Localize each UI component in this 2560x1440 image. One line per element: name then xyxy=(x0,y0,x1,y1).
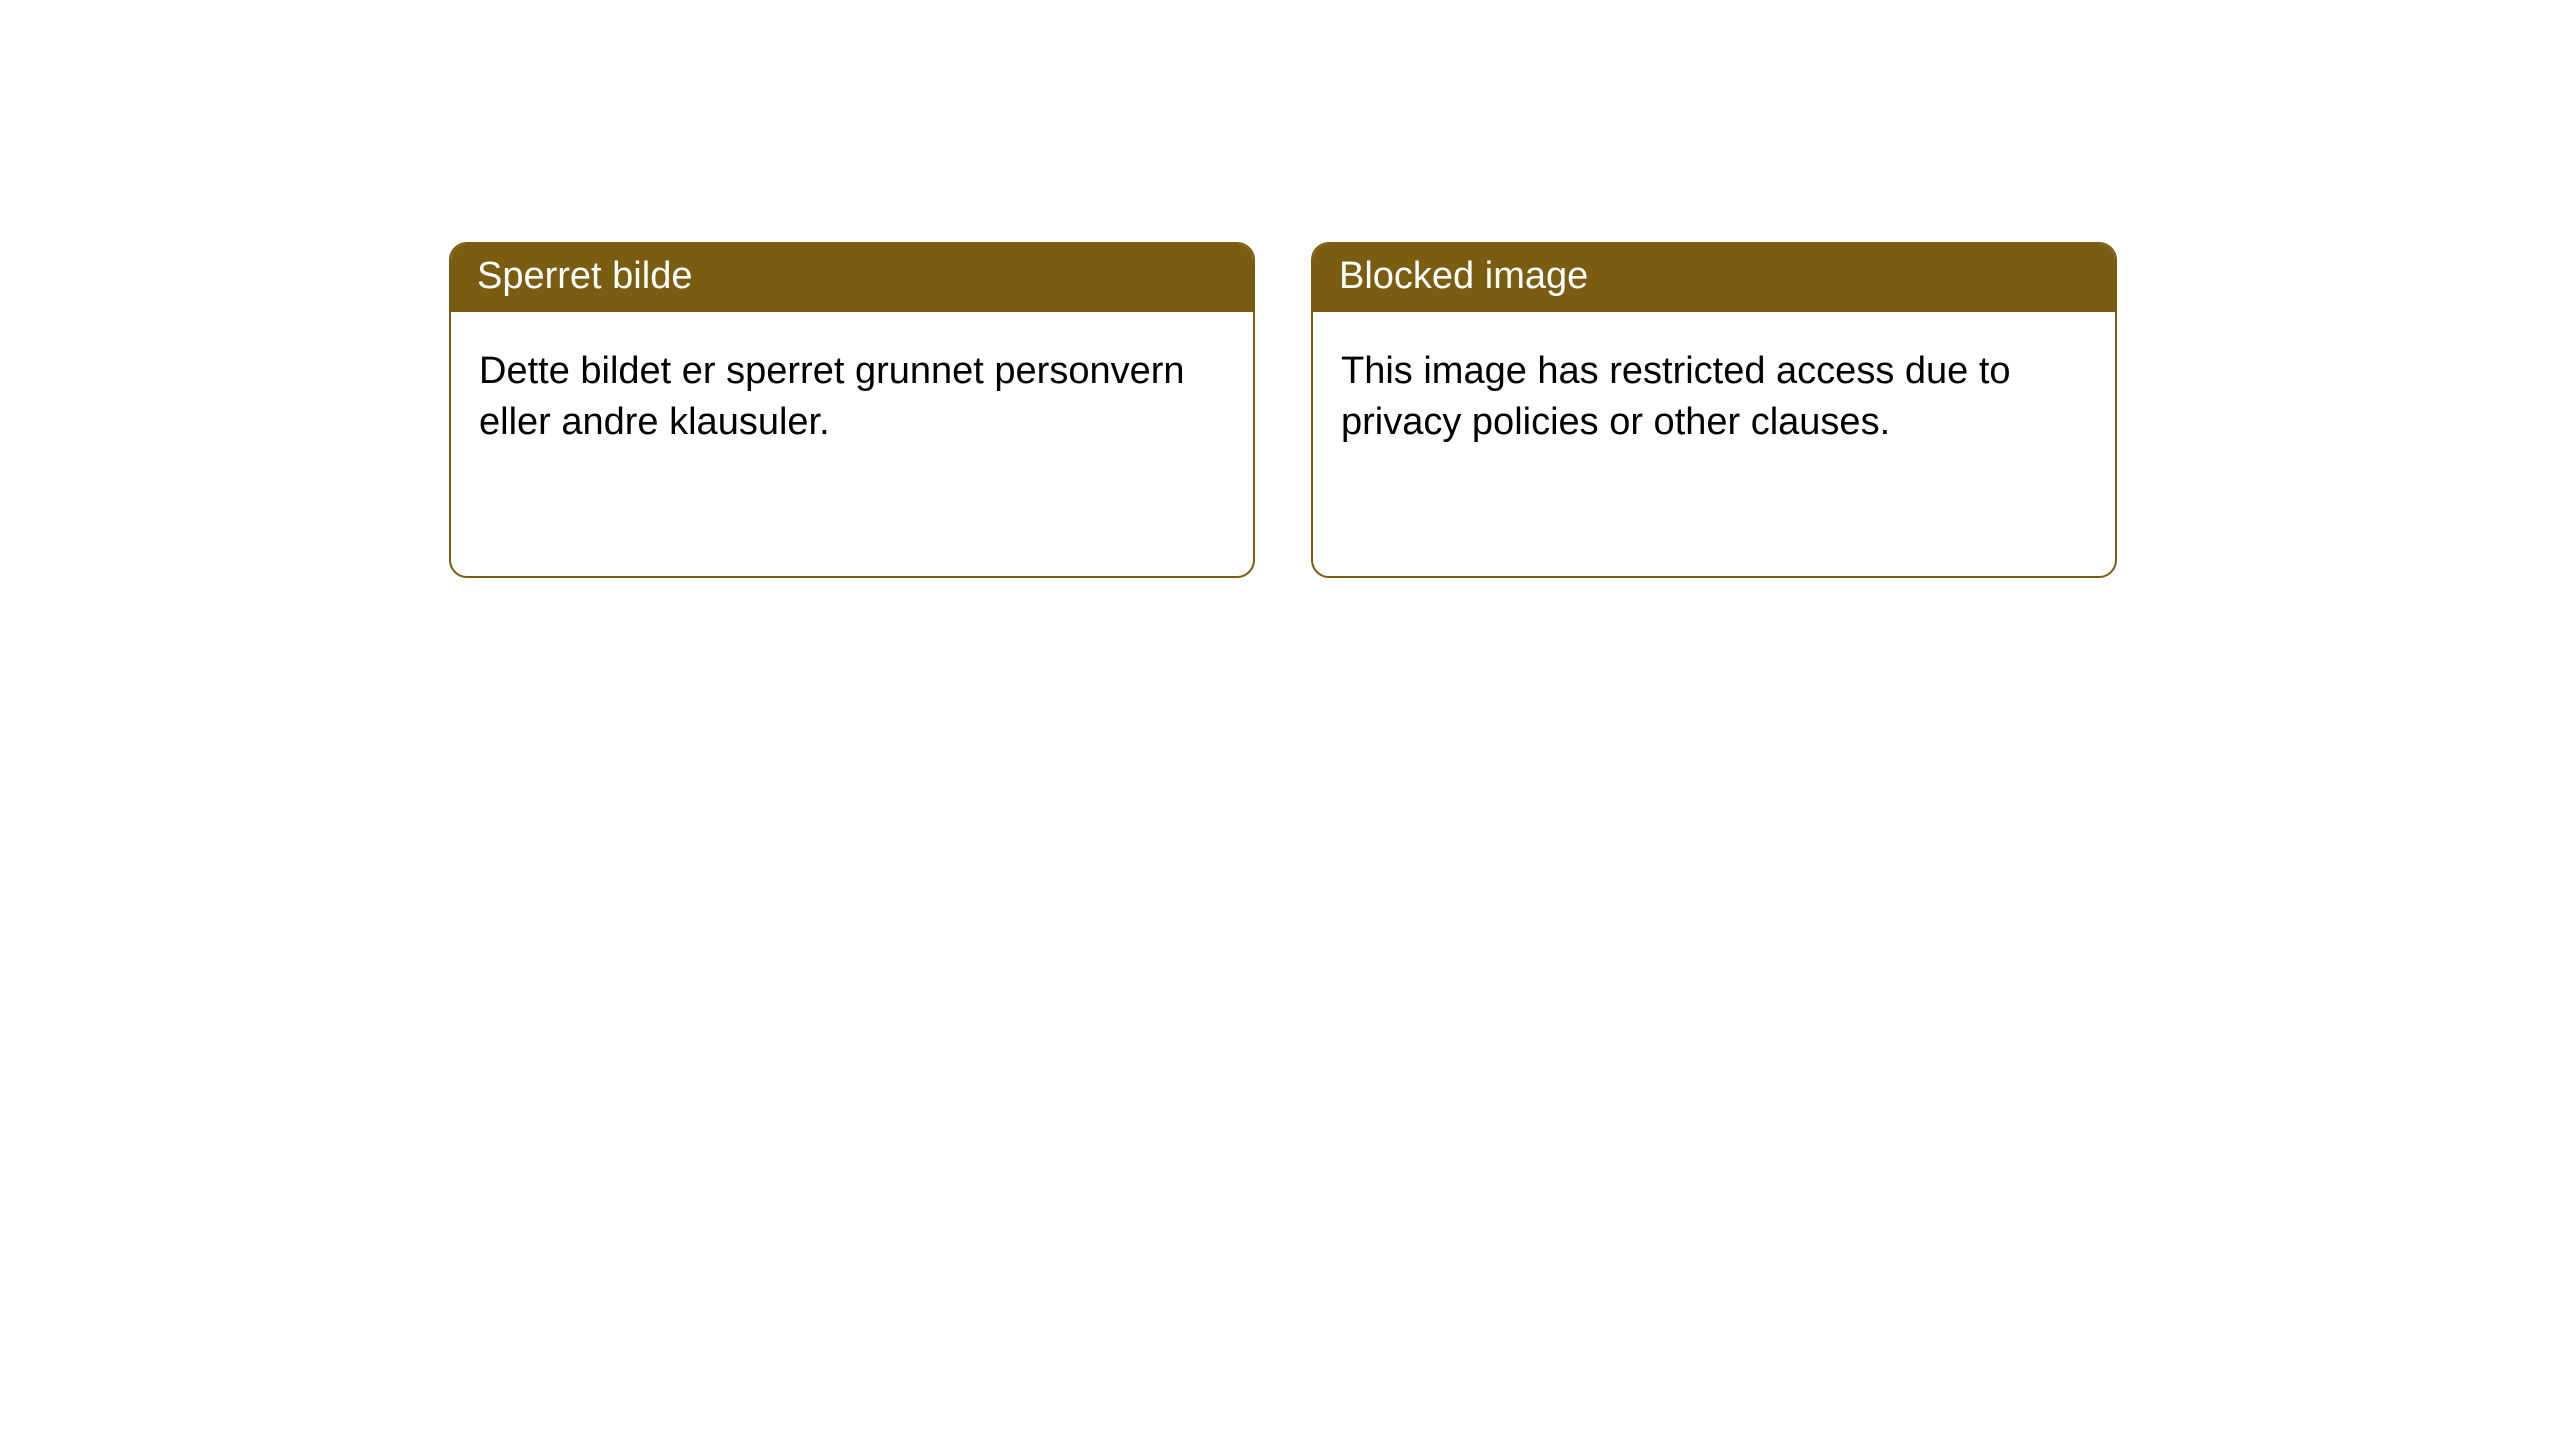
notice-header: Sperret bilde xyxy=(451,244,1253,312)
notice-card-english: Blocked image This image has restricted … xyxy=(1311,242,2117,578)
notice-container: Sperret bilde Dette bildet er sperret gr… xyxy=(0,0,2560,578)
notice-body: This image has restricted access due to … xyxy=(1313,312,2115,483)
notice-body: Dette bildet er sperret grunnet personve… xyxy=(451,312,1253,483)
notice-card-norwegian: Sperret bilde Dette bildet er sperret gr… xyxy=(449,242,1255,578)
notice-header: Blocked image xyxy=(1313,244,2115,312)
